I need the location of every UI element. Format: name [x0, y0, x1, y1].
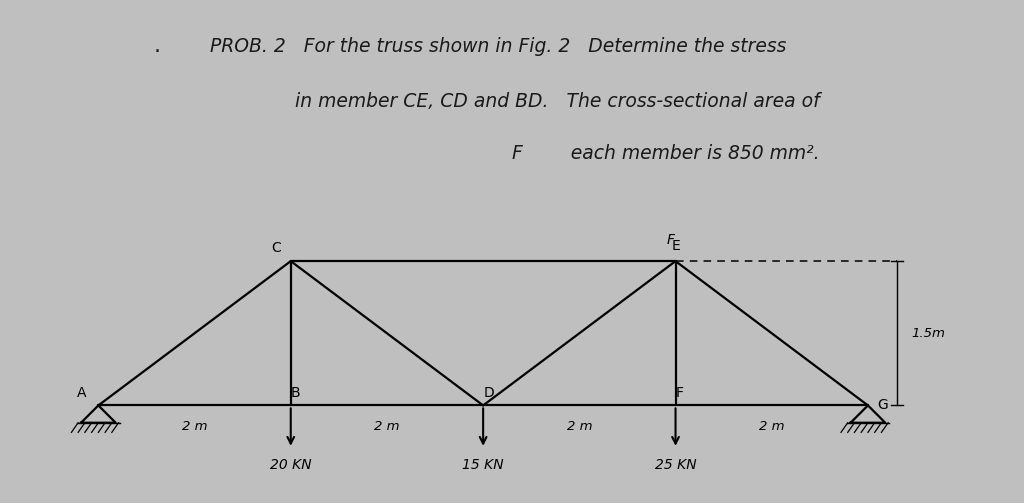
- Text: 25 KN: 25 KN: [654, 458, 696, 472]
- Text: 20 KN: 20 KN: [270, 458, 311, 472]
- Text: C: C: [271, 241, 282, 256]
- Text: B: B: [291, 386, 300, 400]
- Text: PROB. 2   For the truss shown in Fig. 2   Determine the stress: PROB. 2 For the truss shown in Fig. 2 De…: [210, 37, 786, 56]
- Text: 2 m: 2 m: [182, 420, 207, 433]
- Text: E: E: [671, 239, 680, 254]
- Text: 2 m: 2 m: [566, 420, 592, 433]
- Text: D: D: [483, 386, 494, 400]
- Text: F: F: [676, 386, 684, 400]
- Text: .: .: [154, 36, 161, 56]
- Text: 2 m: 2 m: [374, 420, 399, 433]
- Text: in member CE, CD and BD.   The cross-sectional area of: in member CE, CD and BD. The cross-secti…: [295, 92, 820, 111]
- Text: F        each member is 850 mm².: F each member is 850 mm².: [512, 144, 819, 163]
- Text: G: G: [878, 398, 888, 412]
- Text: 15 KN: 15 KN: [462, 458, 504, 472]
- Text: A: A: [77, 386, 87, 400]
- Text: 1.5m: 1.5m: [911, 327, 945, 340]
- Text: 2 m: 2 m: [759, 420, 784, 433]
- Text: F: F: [667, 233, 675, 246]
